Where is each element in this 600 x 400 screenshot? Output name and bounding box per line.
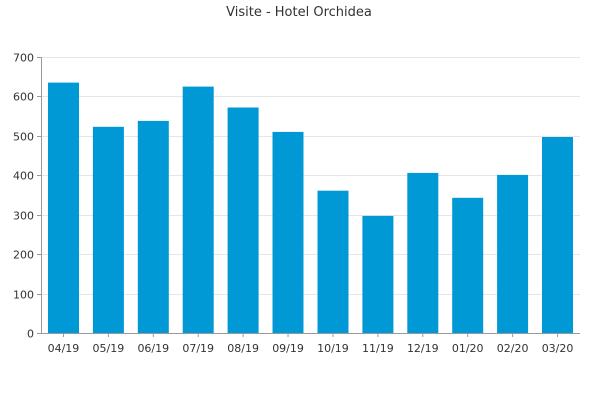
chart-title: Visite - Hotel Orchidea [226,5,372,20]
y-tick-label: 0 [27,328,34,341]
y-tick-label: 300 [13,210,34,223]
bar-12-19 [407,172,439,333]
axes [37,57,580,337]
y-tick-label: 700 [13,52,34,65]
x-tick-label: 01/20 [452,342,484,355]
bar-07-19 [182,86,214,333]
x-tick-label: 04/19 [48,342,80,355]
y-tick-label: 100 [13,289,34,302]
x-tick-label: 09/19 [272,342,304,355]
bar-10-19 [317,190,349,333]
y-tick-label: 600 [13,91,34,104]
x-tick-label: 05/19 [93,342,125,355]
gridlines [41,57,580,295]
x-tick-label: 03/20 [542,342,574,355]
bar-05-19 [92,126,124,333]
y-tick-label: 200 [13,249,34,262]
y-tick-label: 500 [13,131,34,144]
bar-03-20 [542,137,573,333]
x-tick-label: 11/19 [362,342,394,355]
y-tick-label: 400 [13,170,34,183]
bar-06-19 [137,120,169,334]
bar-11-19 [362,215,394,333]
x-tick-labels: 04/19 05/19 06/19 07/19 08/19 09/19 10/19 11/19… [48,342,574,355]
bar-08-19 [227,107,259,333]
bar-02-20 [497,174,529,333]
x-tick-label: 10/19 [317,342,349,355]
x-tick-label: 02/20 [497,342,529,355]
bar-09-19 [272,131,304,333]
x-tick-label: 07/19 [182,342,214,355]
y-tick-labels: 0 100 200 300 400 500 600 700 [13,52,34,341]
bar-01-20 [452,197,484,333]
bar-04-19 [48,82,79,333]
bars [48,82,573,334]
x-tick-label: 12/19 [407,342,439,355]
x-tick-label: 08/19 [227,342,259,355]
x-tick-label: 06/19 [137,342,169,355]
